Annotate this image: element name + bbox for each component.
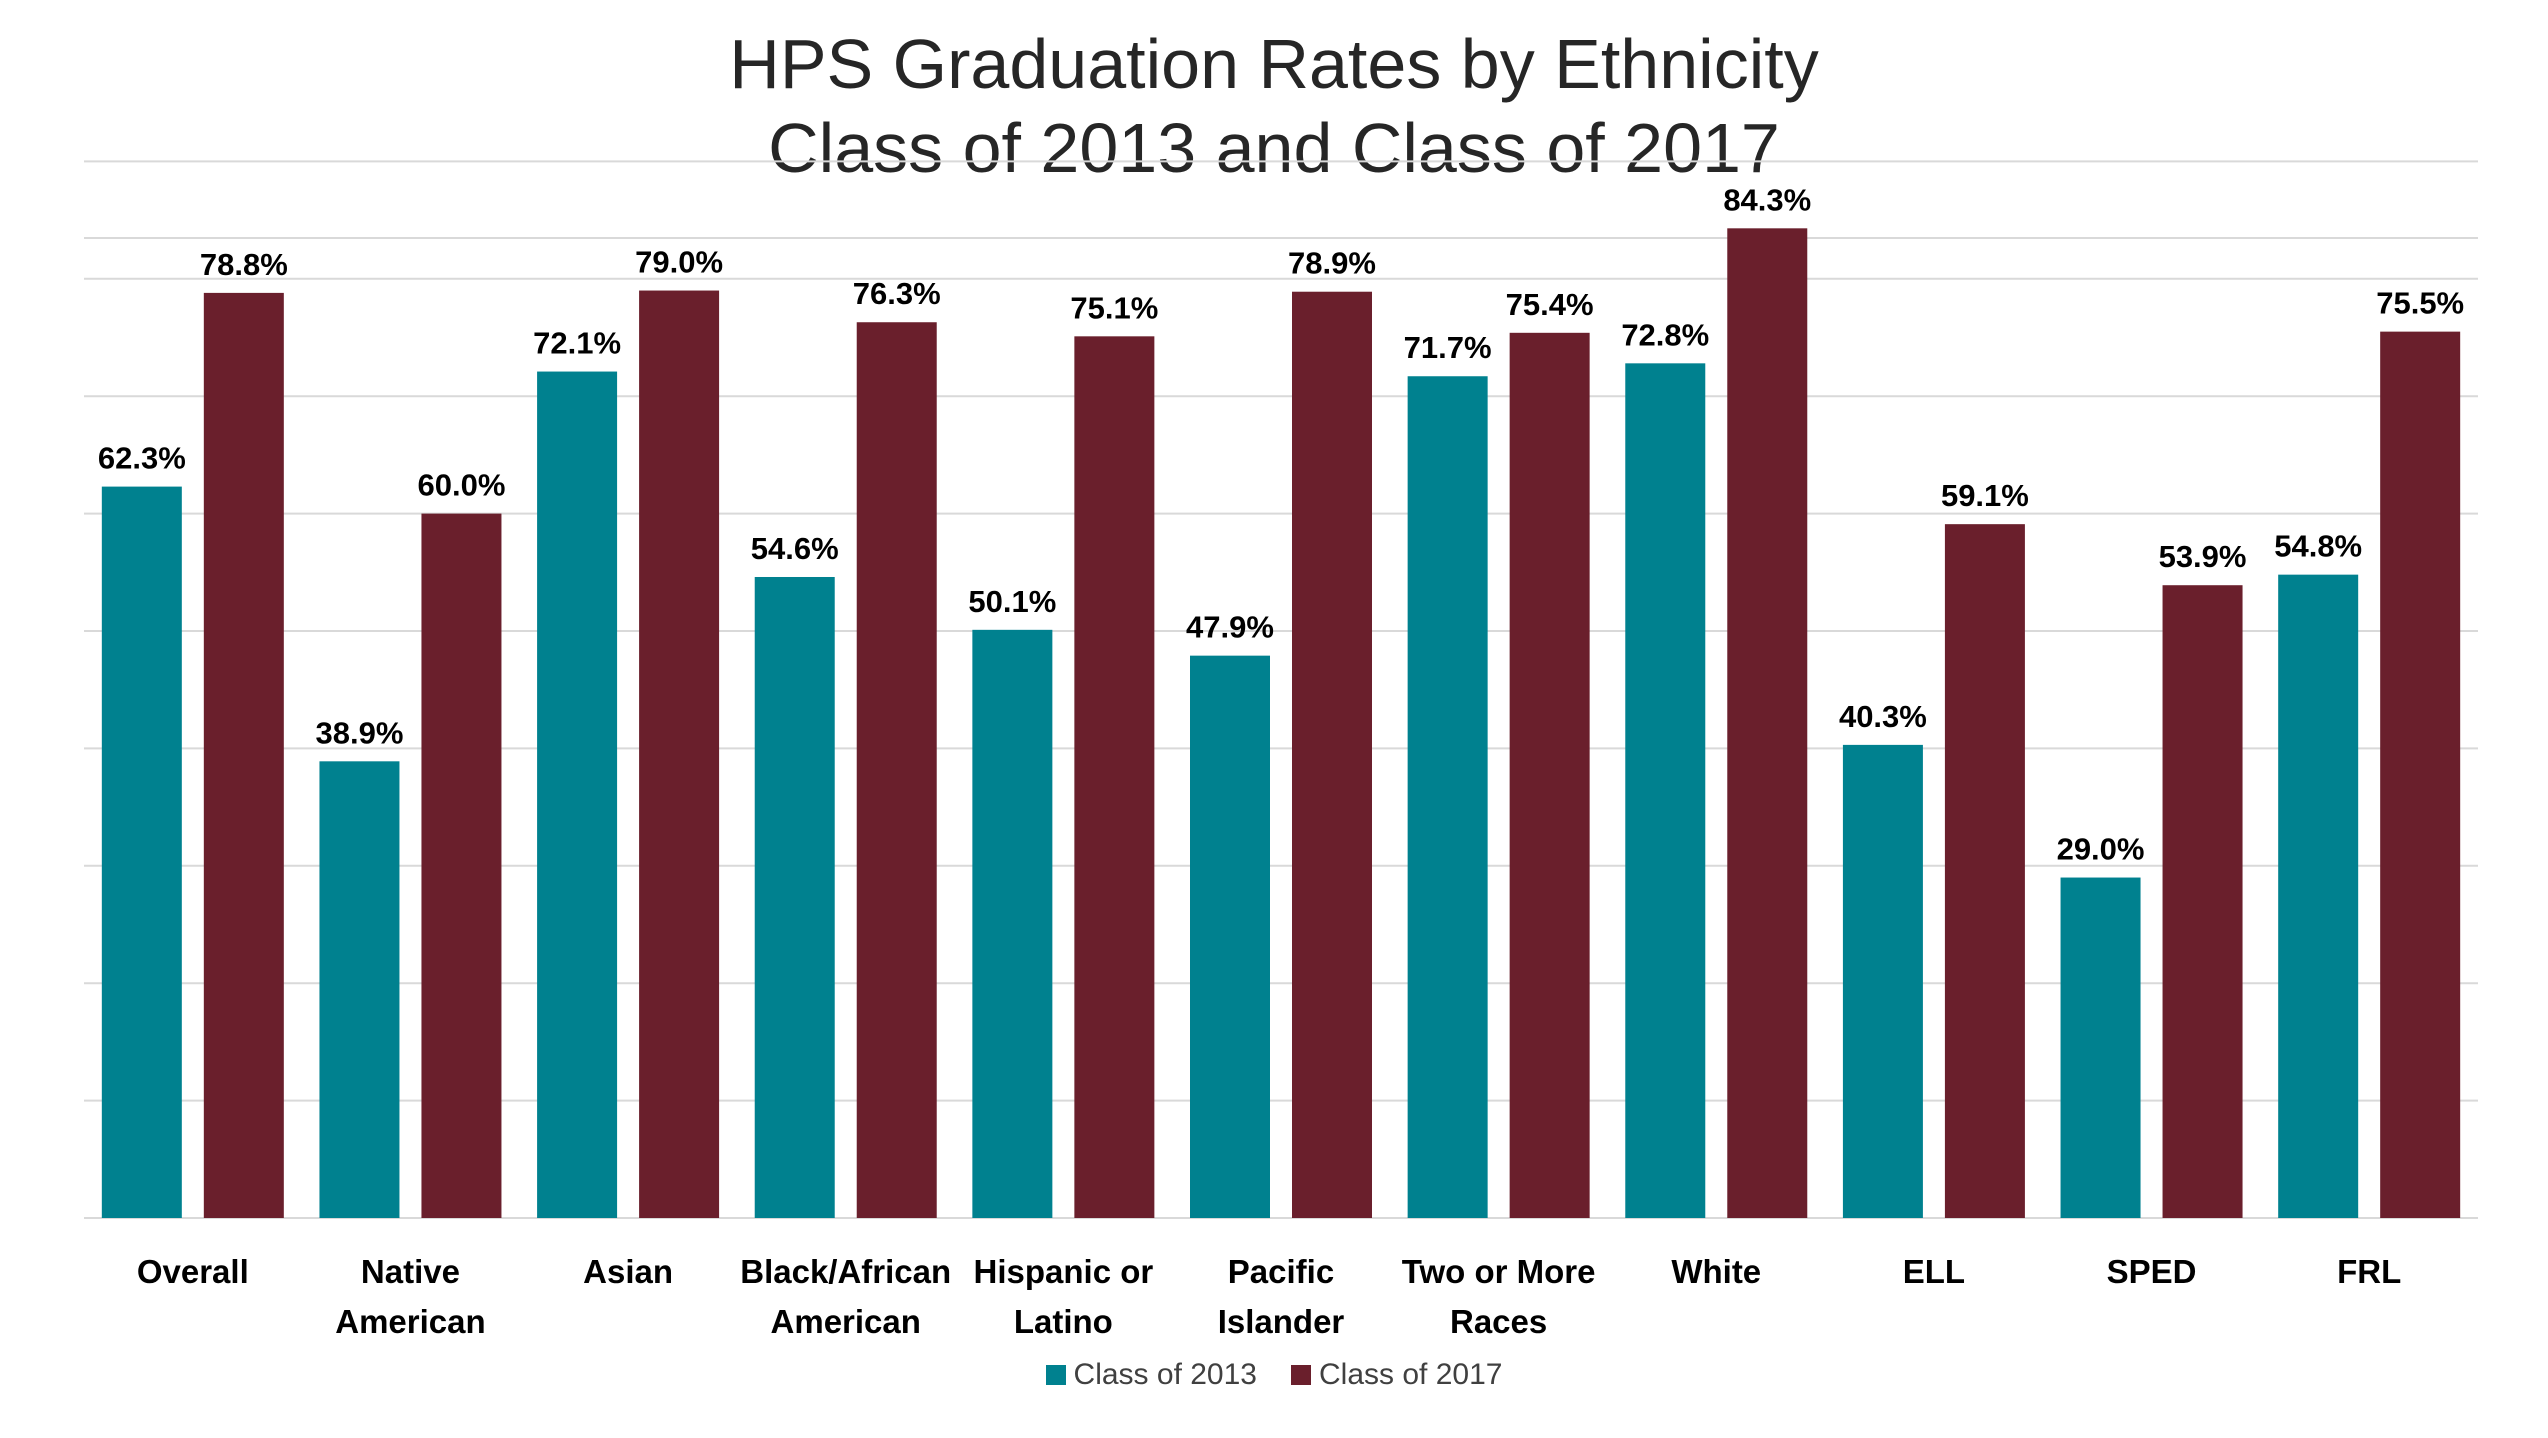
chart-title: HPS Graduation Rates by Ethnicity Class …: [0, 22, 2548, 190]
bar-2013: [101, 486, 182, 1218]
data-label: 54.8%: [2274, 529, 2362, 564]
category-label: Hispanic or: [974, 1253, 1154, 1290]
bar-2017: [856, 322, 937, 1218]
data-label: 76.3%: [853, 276, 941, 311]
category-label: Latino: [1014, 1303, 1113, 1340]
legend-label-2017: Class of 2017: [1319, 1358, 1503, 1391]
category-label: American: [771, 1303, 921, 1340]
chart-title-line-1: HPS Graduation Rates by Ethnicity: [729, 25, 1819, 103]
bar-2017: [421, 513, 502, 1218]
data-label: 29.0%: [2057, 832, 2145, 867]
bar-2013: [972, 629, 1053, 1218]
data-label: 75.4%: [1506, 287, 1594, 322]
chart-title-line-2: Class of 2013 and Class of 2017: [768, 109, 1780, 187]
category-label: Two or More: [1402, 1253, 1596, 1290]
bar-2013: [1842, 744, 1923, 1218]
legend-item-2017: Class of 2017: [1291, 1358, 1502, 1392]
bar-2013: [754, 576, 835, 1218]
data-label: 72.8%: [1621, 317, 1709, 352]
bar-2017: [1509, 332, 1590, 1219]
bar-2013: [537, 371, 618, 1218]
category-label: FRL: [2337, 1253, 2401, 1290]
data-label: 38.9%: [316, 715, 404, 750]
category-label: White: [1671, 1253, 1761, 1290]
bar-2017: [2380, 331, 2461, 1218]
category-label: SPED: [2107, 1253, 2197, 1290]
data-label: 78.9%: [1288, 246, 1376, 281]
data-label: 40.3%: [1839, 699, 1927, 734]
data-label: 53.9%: [2159, 539, 2247, 574]
category-label: ELL: [1903, 1253, 1965, 1290]
bar-2013: [2278, 574, 2359, 1218]
category-label: Black/African: [740, 1253, 951, 1290]
data-label: 47.9%: [1186, 610, 1274, 645]
bar-2017: [1074, 336, 1155, 1218]
data-label: 71.7%: [1404, 330, 1492, 365]
bar-2013: [2060, 877, 2141, 1218]
category-labels: Overall Native American Asian Black/African A…: [137, 1253, 2401, 1340]
bars: [101, 228, 2461, 1219]
data-label: 78.8%: [200, 247, 288, 282]
legend: Class of 2013 Class of 2017: [0, 1358, 2548, 1392]
legend-item-2013: Class of 2013: [1045, 1358, 1257, 1392]
bar-2013: [1190, 655, 1270, 1218]
category-label: Native: [361, 1253, 460, 1290]
legend-label-2013: Class of 2013: [1073, 1358, 1257, 1391]
data-label: 59.1%: [1941, 478, 2029, 513]
data-label: 72.1%: [533, 326, 621, 361]
category-label: Pacific: [1228, 1253, 1334, 1290]
bar-2017: [1727, 228, 1808, 1218]
bar-2017: [1944, 524, 2025, 1218]
bar-2013: [1407, 376, 1488, 1218]
bar-2017: [2162, 585, 2243, 1218]
bar-2017: [1292, 291, 1372, 1218]
data-label: 75.1%: [1070, 290, 1158, 325]
data-label: 54.6%: [751, 531, 839, 566]
legend-swatch-2017: [1291, 1365, 1311, 1385]
category-label: Islander: [1218, 1303, 1345, 1340]
data-label: 79.0%: [635, 245, 723, 280]
data-label: 75.5%: [2376, 286, 2464, 321]
category-label: Overall: [137, 1253, 249, 1290]
category-label: American: [335, 1303, 485, 1340]
data-labels: 62.3% 78.8% 38.9% 60.0% 72.1% 79.0% 54.6% 76.3%…: [98, 182, 2464, 866]
bar-2013: [1625, 363, 1706, 1218]
bar-2013: [319, 761, 400, 1218]
category-label: Asian: [583, 1253, 673, 1290]
category-label: Races: [1450, 1303, 1547, 1340]
legend-swatch-2013: [1045, 1365, 1066, 1385]
bar-2017: [203, 292, 284, 1218]
data-label: 60.0%: [418, 468, 506, 503]
bar-2017: [639, 290, 720, 1218]
data-label: 50.1%: [968, 584, 1056, 619]
data-label: 62.3%: [98, 441, 186, 476]
data-label: 84.3%: [1723, 182, 1811, 217]
